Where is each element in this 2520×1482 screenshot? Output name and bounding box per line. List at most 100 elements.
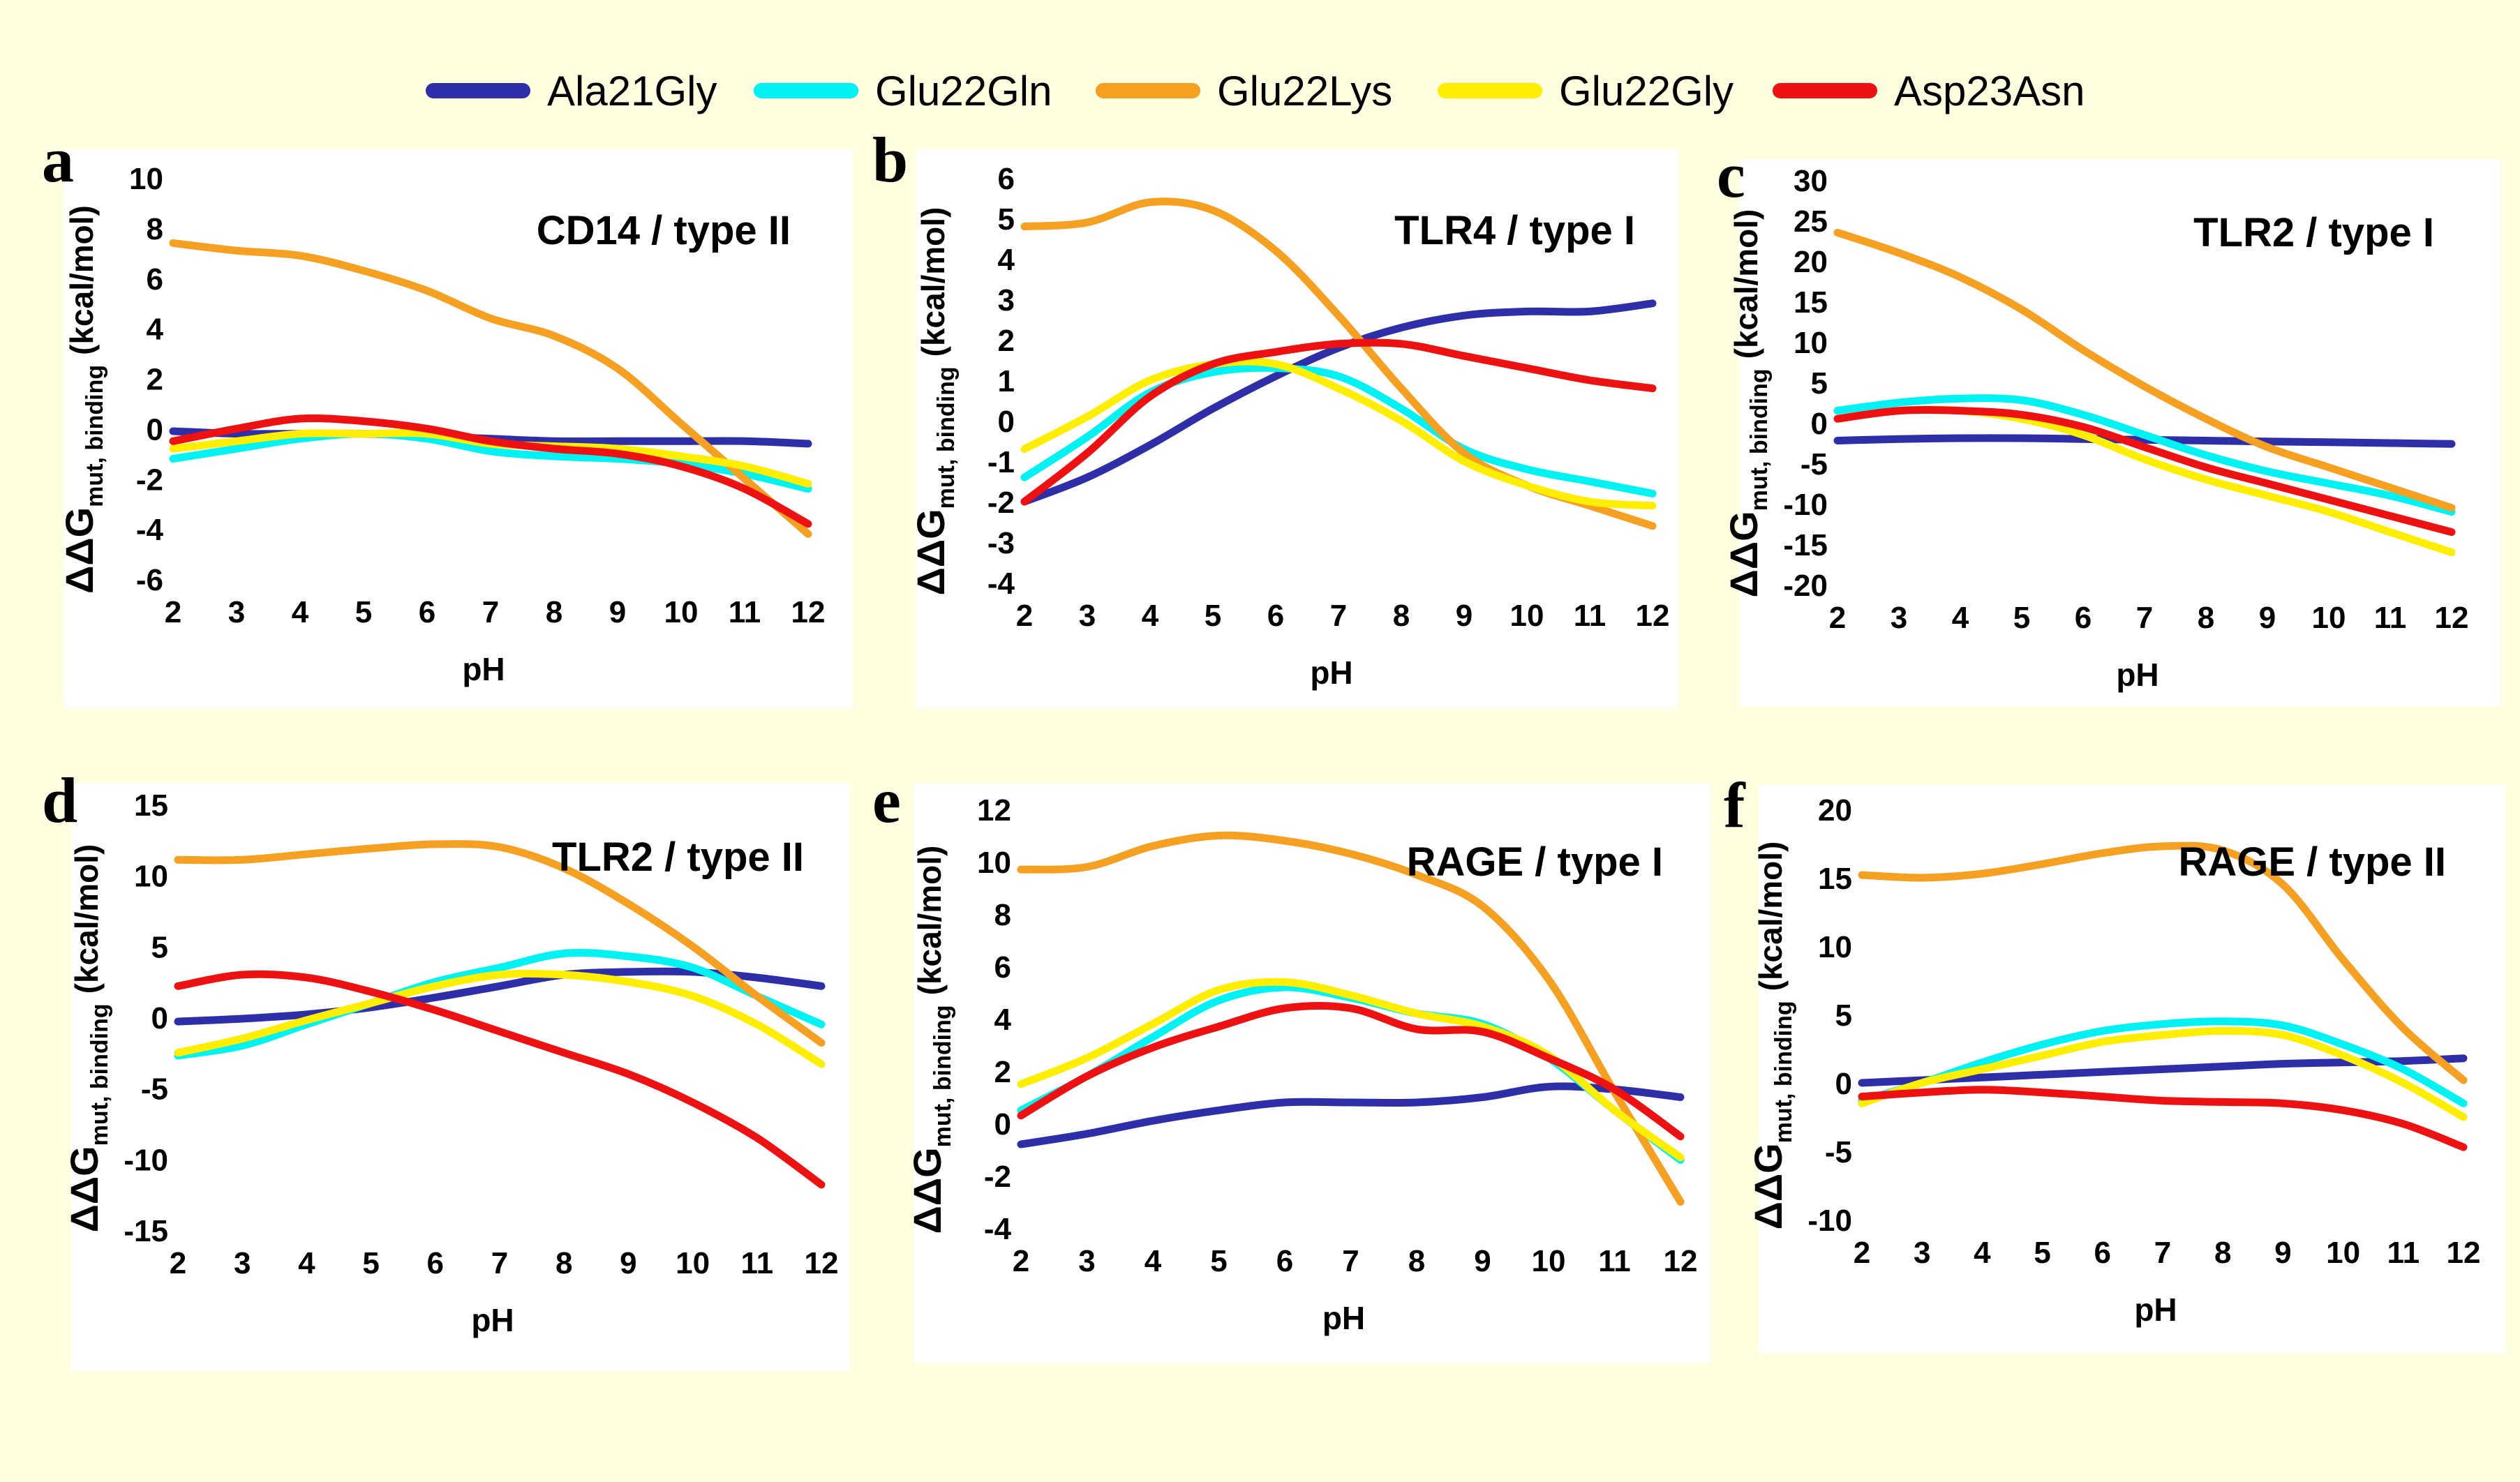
- y-tick-label: -15: [124, 1214, 168, 1248]
- panel-letter: d: [42, 765, 77, 836]
- legend-label: Asp23Asn: [1894, 67, 2085, 114]
- x-tick-label: 8: [1408, 1244, 1425, 1278]
- panel-d: 2 3 4 5 6 7 8 9 10 11 12 -15 -10 -5 0 5 10 15 pH ΔΔGmut, bi…: [42, 765, 849, 1371]
- legend-item-glu22gly: Glu22Gly: [1438, 56, 1734, 126]
- x-tick-label: 12: [805, 1246, 839, 1280]
- x-tick-label: 8: [1393, 599, 1410, 633]
- y-tick-label: 6: [147, 262, 163, 297]
- x-tick-label: 10: [1510, 599, 1544, 633]
- series-line-glu22gly: [1858, 1027, 2468, 1121]
- y-tick-label: -5: [1825, 1135, 1852, 1169]
- panel-letter: b: [872, 124, 908, 195]
- x-tick-label: 2: [170, 1246, 186, 1280]
- legend: Ala21Gly Glu22Gln Glu22Lys Glu22Gly Asp2…: [426, 56, 2115, 126]
- x-tick-label: 4: [292, 595, 309, 629]
- x-tick-label: 5: [362, 1246, 379, 1280]
- legend-label: Glu22Gln: [875, 67, 1052, 114]
- series-line-glu22gln: [169, 430, 812, 493]
- panel-title: RAGE / type II: [2178, 839, 2446, 885]
- y-tick-label: 0: [151, 1001, 168, 1035]
- panel-letter: f: [1724, 770, 1746, 841]
- x-tick-label: 5: [2034, 1236, 2050, 1270]
- legend-label: Ala21Gly: [547, 67, 717, 114]
- x-axis-label: pH: [1310, 654, 1352, 691]
- y-axis-label-unit: (kcal/mol): [1752, 841, 1789, 991]
- y-tick-label: -4: [987, 567, 1015, 601]
- y-tick-label: 4: [998, 243, 1015, 277]
- y-tick-label: 8: [147, 212, 163, 246]
- x-tick-label: 4: [1142, 599, 1159, 633]
- series-line-asp23asn: [1858, 1086, 2468, 1151]
- x-tick-label: 12: [1664, 1244, 1698, 1278]
- y-tick-label: 6: [994, 950, 1011, 985]
- x-tick-label: 9: [1474, 1244, 1491, 1278]
- x-tick-label: 12: [791, 595, 826, 629]
- series-line-glu22gly: [1017, 978, 1685, 1162]
- series-line-ala21gly: [1833, 434, 2456, 448]
- x-tick-label: 6: [2075, 601, 2092, 635]
- x-tick-label: 9: [2259, 601, 2276, 635]
- series-line-glu22lys: [1833, 228, 2456, 512]
- y-tick-label: 2: [994, 1055, 1011, 1089]
- y-tick-label: 5: [151, 930, 168, 964]
- y-tick-label: -4: [984, 1212, 1012, 1246]
- x-tick-label: 5: [2013, 601, 2030, 635]
- x-tick-label: 11: [1574, 599, 1606, 633]
- y-tick-label: 10: [1794, 326, 1828, 360]
- panel-title: TLR2 / type II: [552, 834, 804, 880]
- legend-label: Glu22Lys: [1217, 67, 1393, 114]
- x-tick-label: 4: [1952, 601, 1969, 635]
- y-tick-label: -4: [136, 513, 164, 547]
- y-tick-label: -5: [141, 1072, 168, 1107]
- y-tick-label: 2: [998, 324, 1015, 358]
- y-tick-label: -6: [136, 563, 163, 597]
- y-axis-label-subscript: mut, binding: [1770, 1001, 1797, 1143]
- panel-title: TLR4 / type I: [1394, 208, 1635, 253]
- y-tick-label: 10: [1818, 930, 1852, 964]
- legend-item-glu22lys: Glu22Lys: [1096, 56, 1392, 126]
- x-tick-label: 2: [1016, 599, 1033, 633]
- x-axis-label: pH: [2116, 657, 2159, 693]
- x-tick-label: 11: [2387, 1236, 2420, 1270]
- x-tick-label: 2: [1829, 601, 1846, 635]
- series-line-glu22lys: [169, 239, 812, 538]
- x-axis-label: pH: [1322, 1300, 1365, 1336]
- panel-background: [71, 783, 849, 1371]
- legend-swatch: [1438, 83, 1542, 98]
- y-tick-label: -10: [1783, 488, 1828, 522]
- legend-item-ala21gly: Ala21Gly: [426, 56, 717, 126]
- series-line-asp23asn: [1833, 405, 2456, 537]
- legend-swatch: [754, 83, 858, 98]
- x-axis-label: pH: [462, 651, 505, 687]
- y-axis-label-subscript: mut, binding: [82, 365, 108, 507]
- x-tick-label: 5: [1205, 599, 1221, 633]
- y-tick-label: -2: [987, 486, 1015, 520]
- y-tick-label: 20: [1794, 245, 1828, 279]
- x-tick-label: 5: [355, 595, 372, 629]
- series-line-glu22gly: [174, 969, 826, 1068]
- x-tick-label: 8: [556, 1246, 572, 1280]
- y-axis-label-main: ΔΔG: [905, 1147, 949, 1234]
- y-tick-label: 4: [994, 1003, 1012, 1037]
- y-axis-label: ΔΔGmut, binding (kcal/mol): [905, 846, 956, 1234]
- legend-item-glu22gln: Glu22Gln: [754, 56, 1052, 126]
- x-axis-label: pH: [2134, 1292, 2177, 1328]
- x-tick-label: 4: [1145, 1244, 1162, 1278]
- series-line-glu22gln: [1833, 394, 2456, 516]
- y-tick-label: 6: [998, 162, 1015, 196]
- y-axis-label-main: ΔΔG: [57, 507, 101, 594]
- x-tick-label: 3: [234, 1246, 251, 1280]
- x-tick-label: 6: [2094, 1236, 2111, 1270]
- panel-f: 2 3 4 5 6 7 8 9 10 11 12 -10 -5 0 5 10 15 20 pH ΔΔGmut, bin…: [1724, 770, 2505, 1354]
- panel-background: [916, 150, 1678, 708]
- y-tick-label: 2: [147, 363, 163, 397]
- y-tick-label: 0: [147, 412, 163, 447]
- series-line-glu22gly: [1020, 357, 1657, 510]
- x-tick-label: 9: [2274, 1236, 2291, 1270]
- series-line-asp23asn: [1020, 338, 1657, 506]
- y-tick-label: 1: [998, 364, 1015, 398]
- y-tick-label: -20: [1783, 569, 1828, 603]
- x-tick-label: 9: [1456, 599, 1473, 633]
